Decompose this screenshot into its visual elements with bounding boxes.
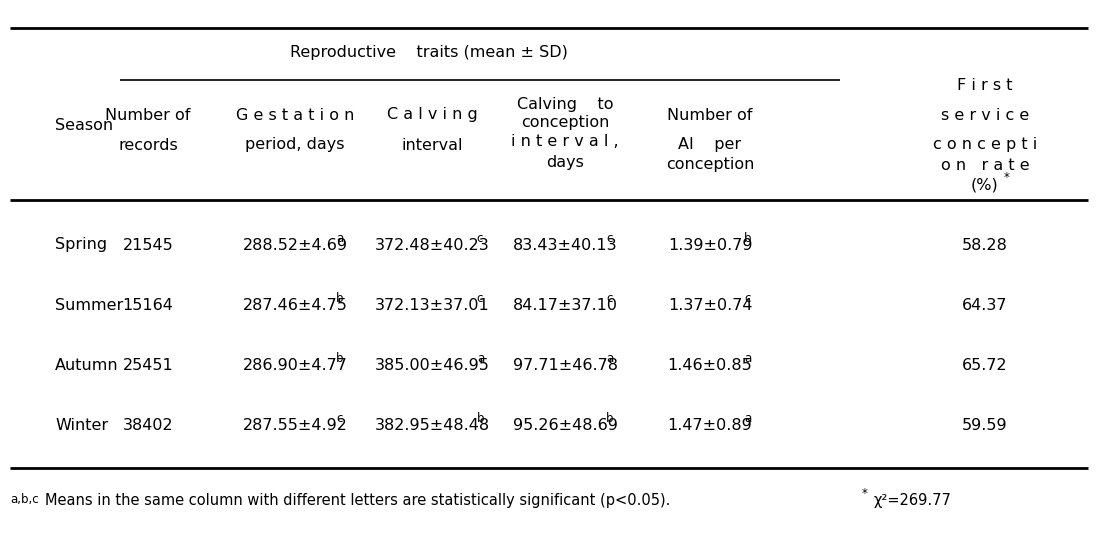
- Text: Calving    to: Calving to: [517, 97, 614, 113]
- Text: 25451: 25451: [123, 358, 173, 373]
- Text: b: b: [606, 411, 614, 424]
- Text: Spring: Spring: [55, 237, 108, 253]
- Text: records: records: [119, 137, 178, 153]
- Text: b: b: [477, 411, 484, 424]
- Text: Number of: Number of: [105, 108, 191, 123]
- Text: c: c: [477, 231, 483, 245]
- Text: 15164: 15164: [123, 298, 173, 312]
- Text: interval: interval: [401, 137, 462, 153]
- Text: Reproductive    traits (mean ± SD): Reproductive traits (mean ± SD): [290, 44, 568, 60]
- Text: a: a: [606, 352, 614, 364]
- Text: c: c: [477, 292, 483, 305]
- Text: 59.59: 59.59: [962, 417, 1008, 433]
- Text: 372.48±40.23: 372.48±40.23: [374, 237, 490, 253]
- Text: Number of: Number of: [668, 108, 753, 123]
- Text: 38402: 38402: [123, 417, 173, 433]
- Text: C a l v i n g: C a l v i n g: [386, 108, 478, 123]
- Text: s e r v i c e: s e r v i c e: [941, 108, 1029, 123]
- Text: 287.55±4.92: 287.55±4.92: [243, 417, 347, 433]
- Text: a: a: [336, 231, 344, 245]
- Text: 287.46±4.75: 287.46±4.75: [243, 298, 347, 312]
- Text: b: b: [336, 292, 344, 305]
- Text: b: b: [744, 231, 752, 245]
- Text: c: c: [336, 411, 343, 424]
- Text: AI    per: AI per: [679, 137, 741, 153]
- Text: (%): (%): [971, 177, 999, 193]
- Text: Winter: Winter: [55, 417, 108, 433]
- Text: Autumn: Autumn: [55, 358, 119, 373]
- Text: conception: conception: [665, 158, 754, 172]
- Text: 1.46±0.85: 1.46±0.85: [668, 358, 752, 373]
- Text: χ²=269.77: χ²=269.77: [874, 492, 952, 508]
- Text: 286.90±4.77: 286.90±4.77: [243, 358, 347, 373]
- Text: a,b,c: a,b,c: [10, 493, 38, 507]
- Text: 372.13±37.01: 372.13±37.01: [374, 298, 490, 312]
- Text: 1.39±0.79: 1.39±0.79: [668, 237, 752, 253]
- Text: 385.00±46.95: 385.00±46.95: [374, 358, 490, 373]
- Text: period, days: period, days: [245, 137, 345, 153]
- Text: F i r s t: F i r s t: [957, 78, 1012, 92]
- Text: 1.37±0.74: 1.37±0.74: [668, 298, 752, 312]
- Text: 382.95±48.48: 382.95±48.48: [374, 417, 490, 433]
- Text: *: *: [862, 486, 867, 499]
- Text: Season: Season: [55, 118, 113, 132]
- Text: b: b: [336, 352, 344, 364]
- Text: c: c: [744, 292, 750, 305]
- Text: 97.71±46.78: 97.71±46.78: [513, 358, 617, 373]
- Text: conception: conception: [520, 114, 609, 130]
- Text: 83.43±40.13: 83.43±40.13: [513, 237, 617, 253]
- Text: Summer: Summer: [55, 298, 123, 312]
- Text: 21545: 21545: [123, 237, 173, 253]
- Text: c: c: [606, 231, 613, 245]
- Text: 64.37: 64.37: [962, 298, 1008, 312]
- Text: 84.17±37.10: 84.17±37.10: [513, 298, 617, 312]
- Text: 1.47±0.89: 1.47±0.89: [668, 417, 752, 433]
- Text: 288.52±4.69: 288.52±4.69: [243, 237, 347, 253]
- Text: a: a: [477, 352, 484, 364]
- Text: 95.26±48.69: 95.26±48.69: [513, 417, 617, 433]
- Text: 58.28: 58.28: [962, 237, 1008, 253]
- Text: *: *: [1004, 171, 1010, 183]
- Text: days: days: [546, 154, 584, 170]
- Text: c o n c e p t i: c o n c e p t i: [933, 137, 1038, 153]
- Text: i n t e r v a l ,: i n t e r v a l ,: [512, 135, 619, 149]
- Text: a: a: [744, 411, 751, 424]
- Text: G e s t a t i o n: G e s t a t i o n: [236, 108, 355, 123]
- Text: a: a: [744, 352, 751, 364]
- Text: c: c: [606, 292, 613, 305]
- Text: o n   r a t e: o n r a t e: [941, 158, 1029, 172]
- Text: Means in the same column with different letters are statistically significant (p: Means in the same column with different …: [45, 492, 684, 508]
- Text: 65.72: 65.72: [962, 358, 1008, 373]
